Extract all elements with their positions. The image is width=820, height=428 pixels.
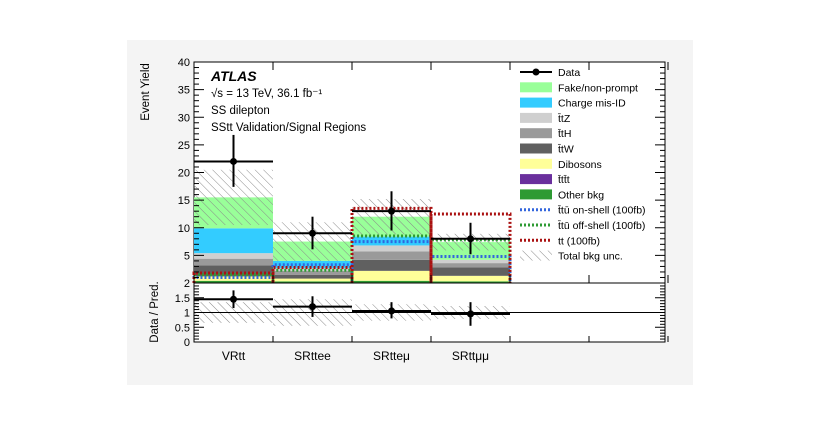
- stack-bar-4-bin-2: [352, 251, 431, 260]
- legend-swatch-5: [520, 143, 552, 154]
- ratio-plot-area: [194, 290, 665, 326]
- ratio-y-axis-title: Data / Pred.: [149, 281, 161, 342]
- stack-bar-2-bin-3: [431, 275, 510, 282]
- stack-bar-5-bin-2: [352, 245, 431, 252]
- legend-label-9: t̄tū on-shell (100fb): [557, 204, 645, 216]
- regions-label: SStt Validation/Signal Regions: [211, 122, 366, 134]
- main-y-tick-label: 5: [184, 250, 190, 262]
- legend-swatch-3: [520, 112, 552, 123]
- category-label-2: SRtteμ: [373, 349, 410, 363]
- legend-swatch-8: [520, 189, 552, 200]
- ratio-y-tick-label: 2: [184, 278, 190, 290]
- ratio-y-tick-label: 0.5: [175, 322, 190, 334]
- x-axis-category-labels: VRtt SRttee SRtteμ SRttμμ: [222, 349, 489, 363]
- legend-label-7: t̄tt̄t: [557, 174, 569, 186]
- category-label-0: VRtt: [222, 349, 246, 363]
- signal-2-bin-3: [429, 212, 512, 283]
- stack-bar-0-bin-1: [273, 281, 352, 283]
- legend-swatch-1: [520, 82, 552, 93]
- main-y-tick-label: 15: [178, 195, 190, 207]
- stack-bar-0-bin-3: [431, 281, 510, 283]
- stack-bar-5-bin-3: [431, 259, 510, 264]
- stack-bar-3-bin-0: [194, 265, 273, 277]
- main-panel: 5 10 15 20 25 30 35 40 Event Yield ATLAS √s = 1…: [140, 57, 669, 284]
- main-y-tick-label: 20: [178, 168, 190, 180]
- legend-swatch-6: [520, 158, 552, 169]
- data-point-3: [467, 235, 474, 243]
- main-y-tick-label: 30: [178, 112, 190, 124]
- ratio-point-1: [309, 303, 316, 311]
- legend: Data Fake/non-prompt Charge mis-ID t̄tZ t̄tH…: [520, 67, 646, 263]
- stack-bar-0-bin-0: [194, 280, 273, 283]
- main-y-tick-label: 40: [178, 57, 190, 69]
- atlas-label: ATLAS: [210, 68, 257, 84]
- data-point-2: [388, 207, 395, 215]
- ratio-y-tick-label: 1.5: [175, 293, 190, 305]
- main-y-axis: 5 10 15 20 25 30 35 40: [178, 57, 669, 284]
- ratio-point-3: [467, 310, 474, 318]
- data-point-1: [309, 229, 316, 237]
- ratio-point-0: [230, 295, 237, 303]
- main-y-tick-label: 25: [178, 140, 190, 152]
- signal-2-bin-2: [350, 206, 433, 283]
- category-label-3: SRttμμ: [452, 349, 489, 363]
- stack-bar-2-bin-2: [352, 270, 431, 281]
- main-y-tick-label: 10: [178, 223, 190, 235]
- annotation-block: ATLAS √s = 13 TeV, 36.1 fb⁻¹ SS dilepton…: [210, 68, 366, 134]
- ratio-point-2: [388, 307, 395, 315]
- ratio-y-tick-label: 0: [184, 337, 190, 349]
- y-axis-title: Event Yield: [140, 63, 152, 121]
- signal-1-bin-1: [271, 268, 354, 283]
- energy-label: √s = 13 TeV, 36.1 fb⁻¹: [211, 87, 322, 100]
- legend-label-0: Data: [558, 67, 580, 79]
- stack-bar-3-bin-1: [273, 274, 352, 279]
- legend-label-12: Total bkg unc.: [558, 251, 623, 263]
- stack-bar-6-bin-0: [194, 228, 273, 254]
- legend-label-3: t̄tZ: [557, 113, 571, 125]
- legend-label-6: Dibosons: [558, 159, 602, 171]
- data-point-0: [230, 157, 237, 165]
- stack-bar-4-bin-1: [273, 270, 352, 275]
- legend-label-2: Charge mis-ID: [558, 98, 626, 110]
- legend-label-5: t̄tW: [557, 143, 574, 155]
- stack-bar-3-bin-3: [431, 267, 510, 276]
- legend-label-4: t̄tH: [557, 128, 571, 140]
- stack-bar-3-bin-2: [352, 259, 431, 271]
- main-y-tick-label: 35: [178, 85, 190, 97]
- legend-label-10: t̄tū off-shell (100fb): [557, 220, 645, 232]
- ratio-panel: 0 0.5 1 1.5 2 Data / Pred.: [149, 278, 669, 349]
- signal-0-bin-0: [192, 275, 275, 283]
- legend-label-8: Other bkg: [558, 189, 604, 201]
- stack-bar-4-bin-0: [194, 258, 273, 266]
- channel-label: SS dilepton: [211, 105, 270, 117]
- legend-label-11: tt (100fb): [558, 235, 600, 247]
- stack-bar-0-bin-2: [352, 280, 431, 283]
- legend-swatch-4: [520, 128, 552, 139]
- ratio-y-tick-label: 1: [184, 308, 190, 320]
- stack-bar-4-bin-3: [431, 263, 510, 268]
- legend-swatch-7: [520, 174, 552, 185]
- category-label-1: SRttee: [294, 349, 331, 363]
- stack-bar-2-bin-1: [273, 278, 352, 282]
- legend-label-1: Fake/non-prompt: [558, 82, 638, 94]
- ratio-y-axis: 0 0.5 1 1.5 2: [175, 278, 669, 349]
- legend-marker-data: [532, 68, 540, 76]
- legend-swatch-hatch: [520, 250, 552, 261]
- legend-swatch-2: [520, 97, 552, 108]
- stack-bar-5-bin-0: [194, 253, 273, 259]
